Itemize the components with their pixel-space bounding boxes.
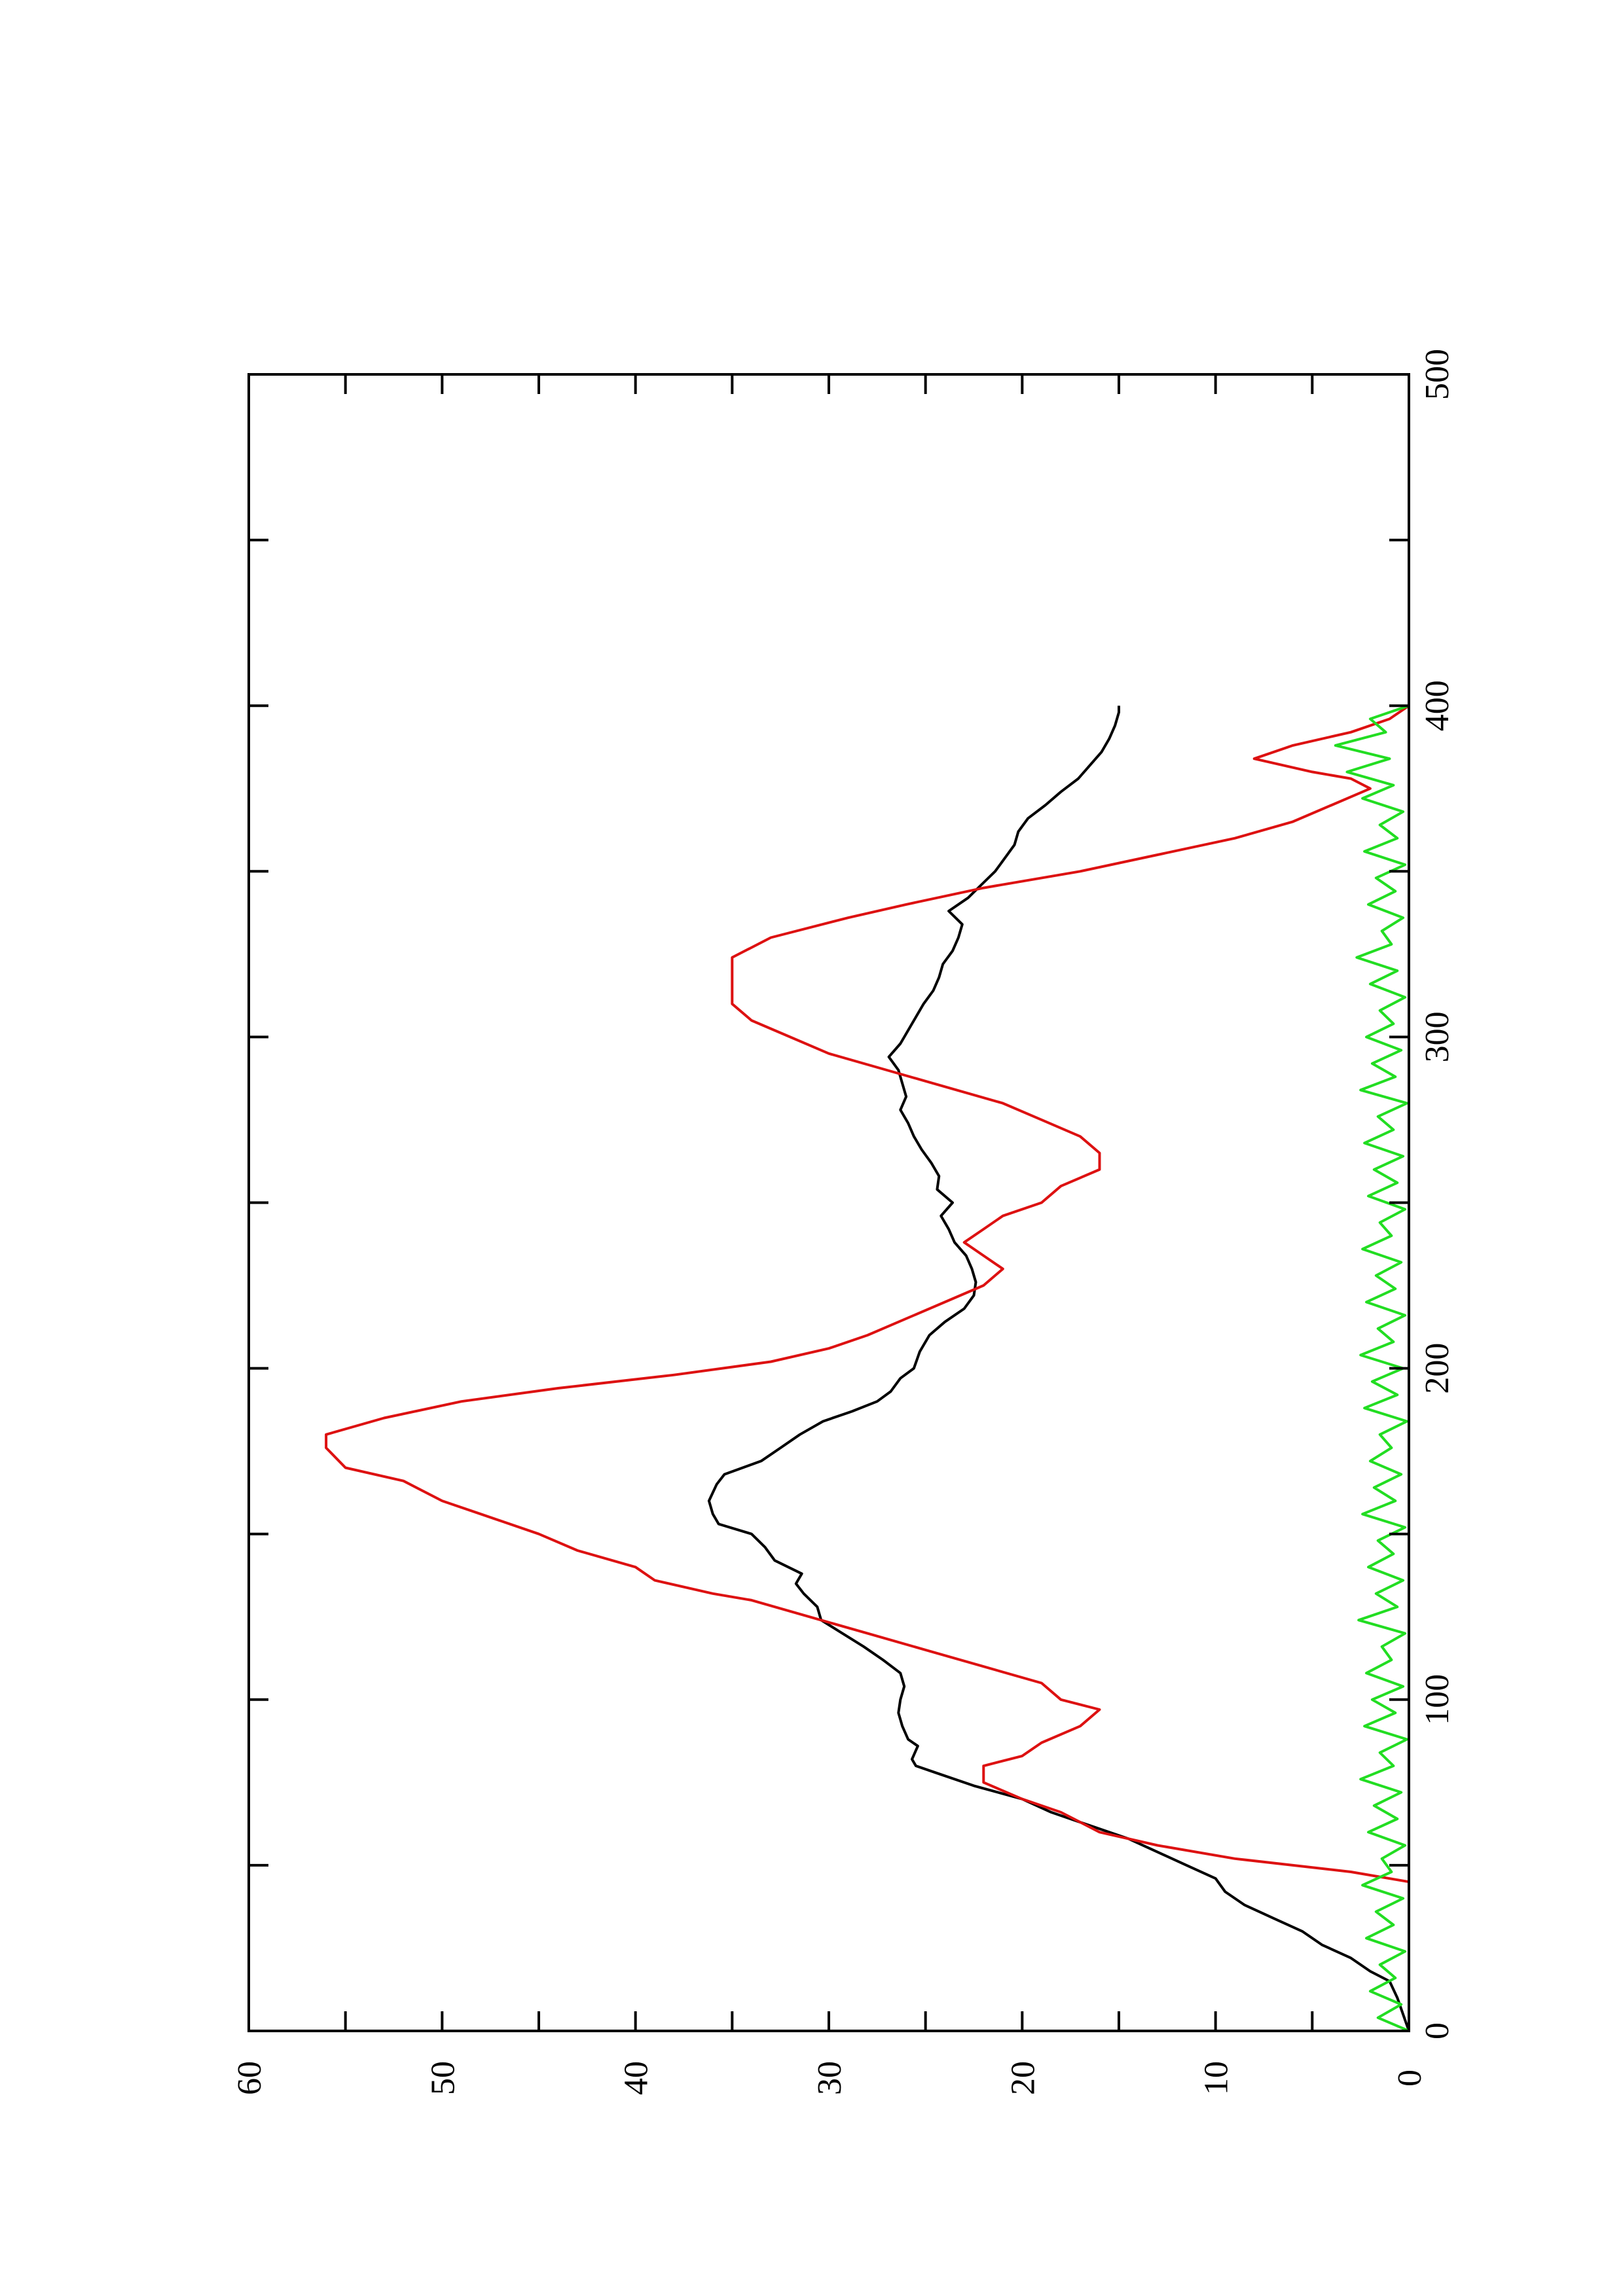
y-tick-label-4: 40 (618, 2061, 655, 2095)
x-tick-label-1: 100 (1419, 1674, 1456, 1725)
y-tick-label-6: 60 (231, 2061, 268, 2095)
x-tick-label-3: 300 (1419, 1011, 1456, 1062)
series-line-0 (707, 706, 1410, 2032)
series-line-1 (325, 704, 1410, 2031)
series-layer (325, 704, 1410, 2032)
x-tick-label-2: 200 (1419, 1343, 1456, 1394)
y-tick-label-2: 20 (1004, 2061, 1042, 2095)
y-tick-label-0: 0 (1391, 2070, 1429, 2087)
x-tick-label-4: 400 (1419, 680, 1456, 731)
x-tick-label-5: 500 (1419, 349, 1456, 400)
tick-layer: 0 100 200 300 400 500 0 10 20 30 40 50 60 (231, 349, 1456, 2095)
plot-frame (247, 373, 1410, 2032)
y-tick-label-3: 30 (811, 2061, 848, 2095)
y-tick-label-5: 50 (424, 2061, 462, 2095)
y-tick-label-1: 10 (1198, 2061, 1235, 2095)
x-tick-label-0: 0 (1419, 2022, 1456, 2039)
